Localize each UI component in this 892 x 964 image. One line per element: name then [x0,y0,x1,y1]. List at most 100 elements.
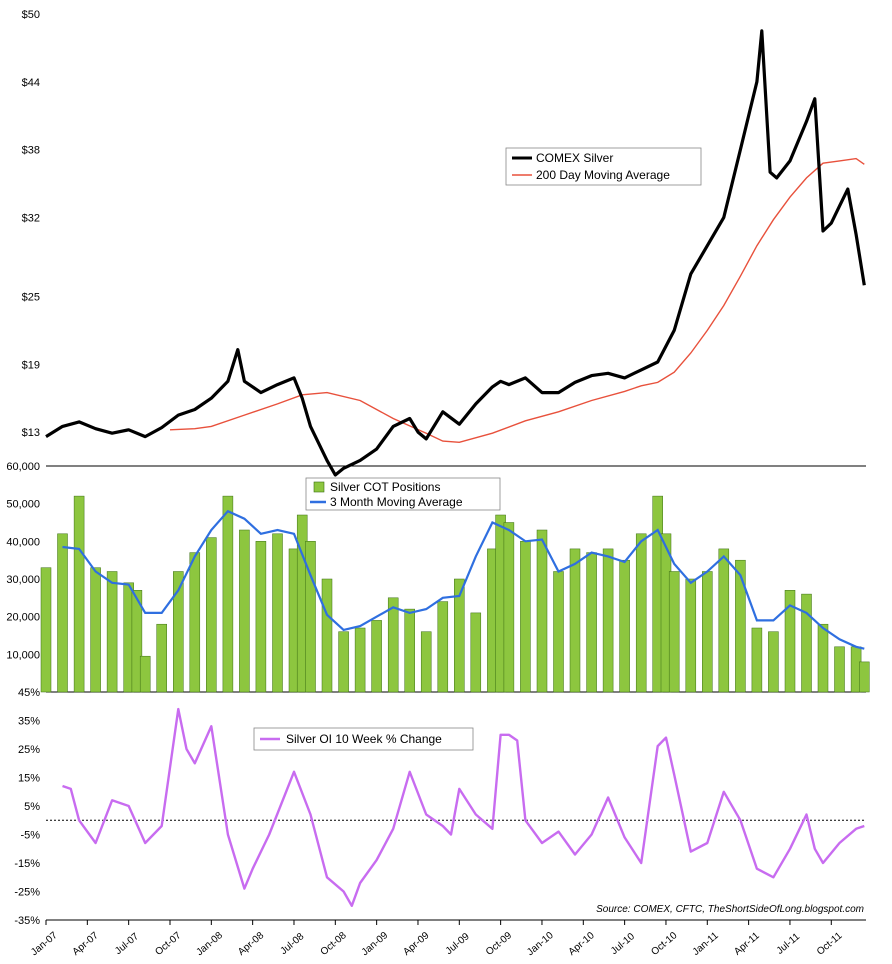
cot-bar [619,559,630,693]
cot-bar [272,533,283,693]
cot-bar [222,495,234,693]
oi-y-tick-label: 5% [24,801,40,813]
cot-bar [586,552,597,693]
cot-bar [371,620,382,693]
cot-y-tick-label: 10,000 [6,649,40,661]
cot-bar [768,631,779,693]
cot-bar [173,571,184,693]
cot-bar [702,571,713,693]
cot-bar [139,655,151,693]
x-tick-label: Jul-08 [278,931,306,957]
cot-bar [255,541,267,693]
oi-y-tick-label: 25% [18,744,40,756]
price-legend-label-silver: COMEX Silver [536,151,613,165]
cot-y-tick-label: 30,000 [6,574,40,586]
x-tick-label: Apr-09 [401,930,431,958]
x-axis: Jan-07 Apr-07 Jul-07 Oct-07 Jan-08 Apr-08 Jul-… [29,920,845,958]
oi-y-tick-label: 45% [18,687,40,699]
x-tick-label: Jan-08 [194,930,225,958]
x-tick-label: Jan-07 [29,930,60,958]
x-tick-label: Jan-10 [525,930,556,958]
ma200-line [169,157,865,444]
x-tick-label: Oct-11 [815,930,845,958]
oi-series-group [62,707,865,907]
x-tick-label: Jan-11 [691,930,721,958]
x-tick-label: Apr-10 [567,930,597,958]
cot-bar [206,537,217,693]
x-tick-label: Apr-08 [236,930,266,958]
cot-3m-ma-line [62,509,865,650]
cot-bar [73,495,85,693]
cot-bar [387,597,399,693]
price-y-tick-label: $38 [22,145,40,157]
cot-bar [156,623,167,693]
cot-bar [668,571,680,693]
cot-bar [553,571,564,693]
cot-bar [239,529,250,693]
price-legend: COMEX Silver 200 Day Moving Average [505,147,702,186]
cot-legend-swatch-bars [313,481,325,493]
cot-bar [131,590,143,693]
cot-bar [602,548,614,693]
cot-bar [321,578,333,693]
cot-y-tick-label: 60,000 [6,461,40,473]
source-note: Source: COMEX, CFTC, TheShortSideOfLong.… [596,904,864,915]
price-y-tick-label: $44 [22,77,40,89]
oi-y-tick-label: -5% [20,830,40,842]
x-tick-label: Oct-10 [649,930,679,958]
cot-y-tick-label: 50,000 [6,499,40,511]
price-y-axis: $13 $19 $25 $32 $38 $44 $50 [22,9,40,439]
cot-bar [503,522,515,693]
cot-y-tick-label: 20,000 [6,612,40,624]
cot-bar [420,631,432,693]
oi-y-tick-label: 35% [18,716,40,728]
cot-y-axis: 10,000 20,000 30,000 40,000 50,000 60,000 [6,461,40,661]
cot-bar [685,578,697,693]
x-tick-label: Jul-07 [113,931,141,957]
oi-legend: Silver OI 10 Week % Change [253,727,474,751]
price-y-tick-label: $19 [22,359,40,371]
x-tick-label: Apr-07 [71,930,101,958]
price-legend-label-ma: 200 Day Moving Average [536,168,670,182]
x-tick-label: Jul-11 [775,931,803,957]
price-y-tick-label: $32 [22,212,40,224]
price-panel: $13 $19 $25 $32 $38 $44 $50 COMEX Silver 200 D… [22,9,866,477]
cot-legend-label-ma: 3 Month Moving Average [330,495,463,509]
oi-y-axis: -35% -25% -15% -5% 5% 15% 25% 35% 45% [14,687,40,927]
cot-bar [520,541,531,693]
cot-bar [784,590,796,693]
cot-bar [735,559,746,693]
oi-panel: -35% -25% -15% -5% 5% 15% 25% 35% 45% Silver OI … [14,687,866,927]
cot-legend-label-bars: Silver COT Positions [330,480,440,494]
x-tick-label: Jul-09 [444,931,472,957]
cot-bar [40,567,52,693]
cot-bar [454,578,465,693]
cot-panel: 10,000 20,000 30,000 40,000 50,000 60,000 Sil… [6,461,870,693]
cot-legend: Silver COT Positions 3 Month Moving Aver… [305,477,501,511]
price-y-tick-label: $50 [22,9,40,21]
price-legend-box [505,147,702,186]
silver-price-line [45,29,866,477]
x-tick-label: Oct-07 [153,930,183,958]
cot-bar [569,548,581,693]
cot-bar [90,567,101,693]
cot-y-tick-label: 40,000 [6,536,40,548]
x-tick-label: Apr-11 [732,930,762,958]
cot-bar [189,552,201,693]
oi-y-tick-label: 15% [18,773,40,785]
x-tick-label: Oct-09 [484,930,514,958]
cot-bar [57,533,68,693]
oi-change-line [62,707,865,907]
x-tick-label: Oct-08 [319,930,349,958]
cot-bar [718,548,730,693]
cot-bars-group [40,495,870,693]
cot-bar [106,571,118,693]
cot-bar [470,612,482,693]
cot-bar [859,661,870,693]
cot-bar [817,623,829,693]
cot-bar [354,627,366,693]
oi-y-tick-label: -35% [14,915,40,927]
cot-legend-box [305,477,501,511]
cot-bar [801,593,812,693]
